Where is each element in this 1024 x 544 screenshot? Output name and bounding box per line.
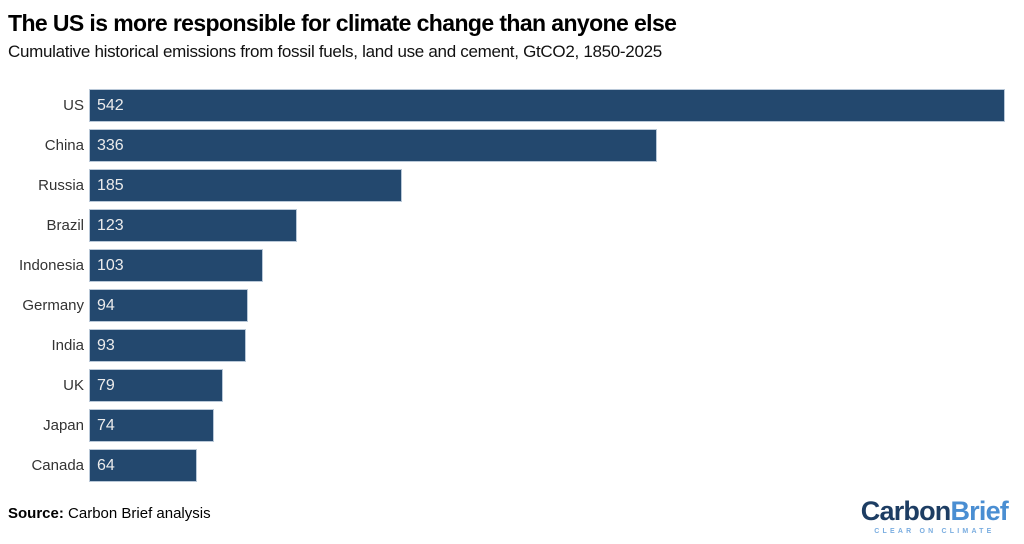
bar-row: Russia 185 bbox=[0, 169, 1005, 202]
bar-row: Canada 64 bbox=[0, 449, 1005, 482]
chart-header: The US is more responsible for climate c… bbox=[0, 0, 1024, 62]
carbonbrief-logo: CarbonBrief CLEAR ON CLIMATE bbox=[860, 496, 1009, 536]
bar-chart: US 542 China 336 Russia 185 Brazil 123 Indonesia… bbox=[0, 89, 1005, 489]
bar-track: 79 bbox=[89, 369, 1005, 402]
bar-value-label: 103 bbox=[97, 256, 124, 274]
bar-category-label: Brazil bbox=[46, 217, 84, 234]
bar-category-label: Germany bbox=[22, 297, 84, 314]
bar-track: 103 bbox=[89, 249, 1005, 282]
source-line: Source: Carbon Brief analysis bbox=[8, 505, 211, 522]
bar-track: 185 bbox=[89, 169, 1005, 202]
bar-value-label: 336 bbox=[97, 136, 124, 154]
bar-track: 93 bbox=[89, 329, 1005, 362]
bar-value-label: 74 bbox=[97, 416, 115, 434]
bar-category-label: Japan bbox=[43, 417, 84, 434]
bar-value-label: 123 bbox=[97, 216, 124, 234]
bar: 64 bbox=[89, 449, 198, 482]
bar: 94 bbox=[89, 289, 248, 322]
source-text: Carbon Brief analysis bbox=[63, 505, 211, 522]
bar-row: Japan 74 bbox=[0, 409, 1005, 442]
bar: 93 bbox=[89, 329, 247, 362]
source-label: Source: bbox=[8, 505, 64, 522]
bar-track: 64 bbox=[89, 449, 1005, 482]
bar: 542 bbox=[89, 89, 1005, 122]
bar-category-label: Indonesia bbox=[18, 257, 84, 274]
bar: 74 bbox=[89, 409, 215, 442]
bar-value-label: 94 bbox=[97, 296, 115, 314]
bar-category-label: India bbox=[51, 337, 84, 354]
carbonbrief-wordmark: CarbonBrief bbox=[860, 496, 1009, 526]
bar: 336 bbox=[89, 129, 657, 162]
bar-value-label: 542 bbox=[97, 96, 124, 114]
bar-row: US 542 bbox=[0, 89, 1005, 122]
bar-category-label: China bbox=[44, 137, 84, 154]
bar-track: 74 bbox=[89, 409, 1005, 442]
bar-category-label: Canada bbox=[31, 457, 84, 474]
bar-value-label: 93 bbox=[97, 336, 115, 354]
bar-track: 542 bbox=[89, 89, 1005, 122]
logo-text-carbon: Carbon bbox=[860, 496, 952, 526]
logo-text-brief: Brief bbox=[950, 496, 1008, 526]
chart-title: The US is more responsible for climate c… bbox=[8, 10, 677, 36]
bar-category-label: US bbox=[63, 97, 84, 114]
bar-value-label: 185 bbox=[97, 176, 124, 194]
bar: 185 bbox=[89, 169, 402, 202]
bar-row: Germany 94 bbox=[0, 289, 1005, 322]
bar: 79 bbox=[89, 369, 223, 402]
bar-row: India 93 bbox=[0, 329, 1005, 362]
bar-track: 123 bbox=[89, 209, 1005, 242]
bar-category-label: Russia bbox=[38, 177, 84, 194]
bar-value-label: 64 bbox=[97, 456, 115, 474]
bar-track: 336 bbox=[89, 129, 1005, 162]
bar-track: 94 bbox=[89, 289, 1005, 322]
bar: 103 bbox=[89, 249, 264, 282]
bar-row: Indonesia 103 bbox=[0, 249, 1005, 282]
bar: 123 bbox=[89, 209, 297, 242]
bar-row: UK 79 bbox=[0, 369, 1005, 402]
bar-value-label: 79 bbox=[97, 376, 115, 394]
bar-category-label: UK bbox=[63, 377, 84, 394]
bar-row: Brazil 123 bbox=[0, 209, 1005, 242]
bar-row: China 336 bbox=[0, 129, 1005, 162]
chart-subtitle: Cumulative historical emissions from fos… bbox=[8, 42, 662, 62]
logo-tagline: CLEAR ON CLIMATE bbox=[874, 528, 995, 535]
